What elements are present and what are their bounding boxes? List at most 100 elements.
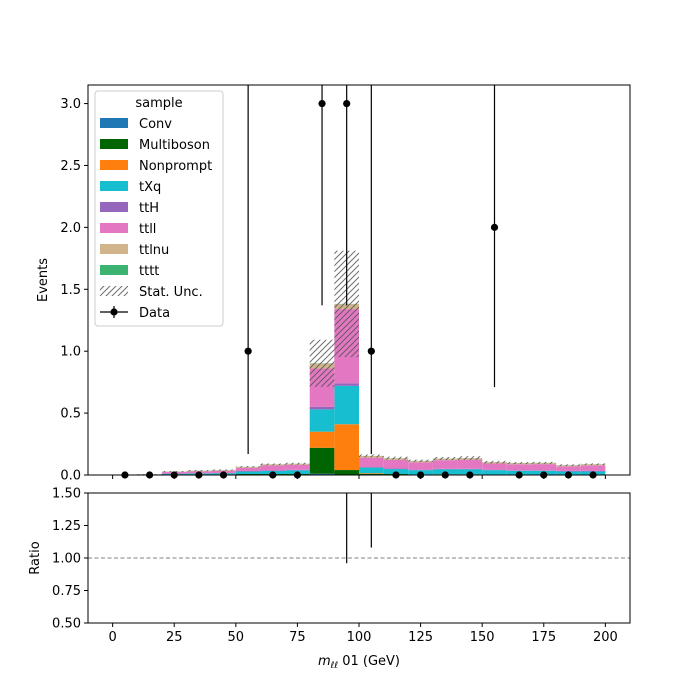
stacked-bars — [137, 303, 606, 475]
stat-unc-band — [482, 460, 507, 464]
stat-unc-band — [408, 459, 433, 463]
bar-tth — [334, 383, 359, 386]
ratio-y-tick-label: 1.25 — [52, 519, 81, 534]
ratio-points — [346, 493, 372, 564]
data-point — [367, 347, 375, 355]
legend-swatch-nonprompt — [100, 160, 128, 170]
legend-swatch-multiboson — [100, 139, 128, 149]
x-tick-label: 75 — [289, 630, 306, 645]
bar-ttll — [408, 462, 433, 470]
data-point — [318, 99, 326, 108]
x-tick-label: 25 — [166, 630, 183, 645]
bar-txq — [334, 385, 359, 425]
y-tick-label: 0.5 — [60, 407, 81, 422]
stat-unc-band — [359, 454, 384, 458]
ratio-y-axis-label: Ratio — [28, 541, 43, 574]
x-tick-label: 175 — [531, 630, 556, 645]
bar-ttll — [359, 457, 384, 468]
bar-txq — [482, 470, 507, 475]
bar-multiboson — [359, 473, 384, 475]
y-tick-label: 2.5 — [60, 159, 81, 174]
legend-label-stat-unc-: Stat. Unc. — [139, 285, 203, 300]
main-x-ticks — [112, 475, 606, 479]
x-tick-label: 200 — [593, 630, 618, 645]
bar-txq — [359, 467, 384, 474]
bar-tth — [309, 406, 335, 410]
data-point — [490, 223, 499, 231]
stat-unc-band — [285, 462, 310, 465]
legend-label-ttll: ttll — [139, 222, 156, 237]
bar-txq — [235, 471, 261, 475]
legend: sample Conv Multiboson Nonprompt tXq ttH ttll… — [94, 90, 224, 327]
legend-title: sample — [135, 96, 182, 111]
main-y-ticks: 0.0 0.5 1.0 1.5 2.0 2.5 3.0 — [60, 97, 88, 484]
legend-swatch-stat-unc- — [100, 286, 128, 296]
legend-label-multiboson: Multiboson — [139, 138, 210, 153]
bar-txq — [309, 409, 335, 432]
legend-swatch-tth — [100, 202, 128, 212]
x-tick-label: 150 — [470, 630, 495, 645]
data-point — [244, 347, 252, 355]
legend-swatch-ttll — [100, 223, 128, 233]
bar-ttll — [260, 465, 286, 471]
ratio-y-tick-label: 1.50 — [52, 487, 81, 502]
bar-nonprompt — [334, 424, 359, 471]
legend-label-tttt: tttt — [139, 264, 159, 279]
legend-data-marker — [110, 308, 118, 316]
bar-ttll — [383, 459, 409, 469]
y-tick-label: 3.0 — [60, 97, 81, 112]
bar-ttll — [506, 464, 532, 471]
bar-multiboson — [309, 447, 335, 474]
bar-multiboson — [334, 470, 359, 475]
ratio-y-tick-label: 0.50 — [52, 617, 81, 632]
bar-ttll — [482, 463, 507, 470]
ratio-y-tick-label: 0.75 — [52, 584, 81, 599]
stat-unc-band — [531, 461, 557, 464]
bar-ttll — [580, 465, 606, 471]
x-tick-label: 100 — [347, 630, 372, 645]
y-tick-label: 1.5 — [60, 283, 81, 298]
data-point — [343, 99, 351, 108]
y-tick-label: 0.0 — [60, 469, 81, 484]
x-tick-label: 0 — [108, 630, 116, 645]
bar-nonprompt — [359, 473, 384, 474]
stat-unc-band — [457, 456, 483, 460]
y-tick-label: 2.0 — [60, 221, 81, 236]
legend-swatch-tttt — [100, 265, 128, 275]
legend-label-tth: ttH — [139, 201, 159, 216]
bar-ttll — [556, 466, 581, 471]
y-tick-label: 1.0 — [60, 345, 81, 360]
ratio-y-tick-label: 1.00 — [52, 552, 81, 567]
stat-unc-band — [580, 463, 606, 466]
x-axis-label: mℓℓ 01 (GeV) — [318, 654, 400, 671]
ratio-y-ticks: 0.50 0.75 1.00 1.25 1.50 — [52, 487, 88, 632]
stat-unc-band — [432, 457, 458, 461]
stat-unc-band — [383, 456, 409, 460]
stat-unc-band — [506, 462, 532, 464]
stat-unc-band — [309, 339, 335, 387]
stat-unc-band — [556, 464, 581, 467]
ratio-x-ticks: 0 25 50 75 100 125 150 175 200 — [108, 623, 618, 645]
bar-conv — [309, 473, 335, 475]
legend-label-txq: tXq — [139, 180, 161, 195]
bar-ttll — [457, 459, 483, 469]
stat-unc-band — [235, 466, 261, 468]
bar-ttll — [531, 464, 557, 471]
legend-label-conv: Conv — [139, 117, 172, 132]
x-tick-label: 125 — [408, 630, 433, 645]
legend-label-data: Data — [139, 306, 170, 321]
stat-unc-band — [260, 463, 286, 466]
x-tick-label: 50 — [228, 630, 245, 645]
legend-swatch-conv — [100, 118, 128, 128]
bar-ttll — [235, 467, 261, 472]
y-axis-label: Events — [36, 258, 51, 302]
stat-unc-band — [211, 469, 236, 471]
legend-label-ttlnu: ttlnu — [139, 243, 169, 258]
bar-nonprompt — [309, 431, 335, 448]
bar-ttll — [285, 464, 310, 470]
bar-ttll — [432, 460, 458, 469]
legend-swatch-txq — [100, 181, 128, 191]
legend-swatch-ttlnu — [100, 244, 128, 254]
stat-unc-band — [186, 470, 212, 472]
